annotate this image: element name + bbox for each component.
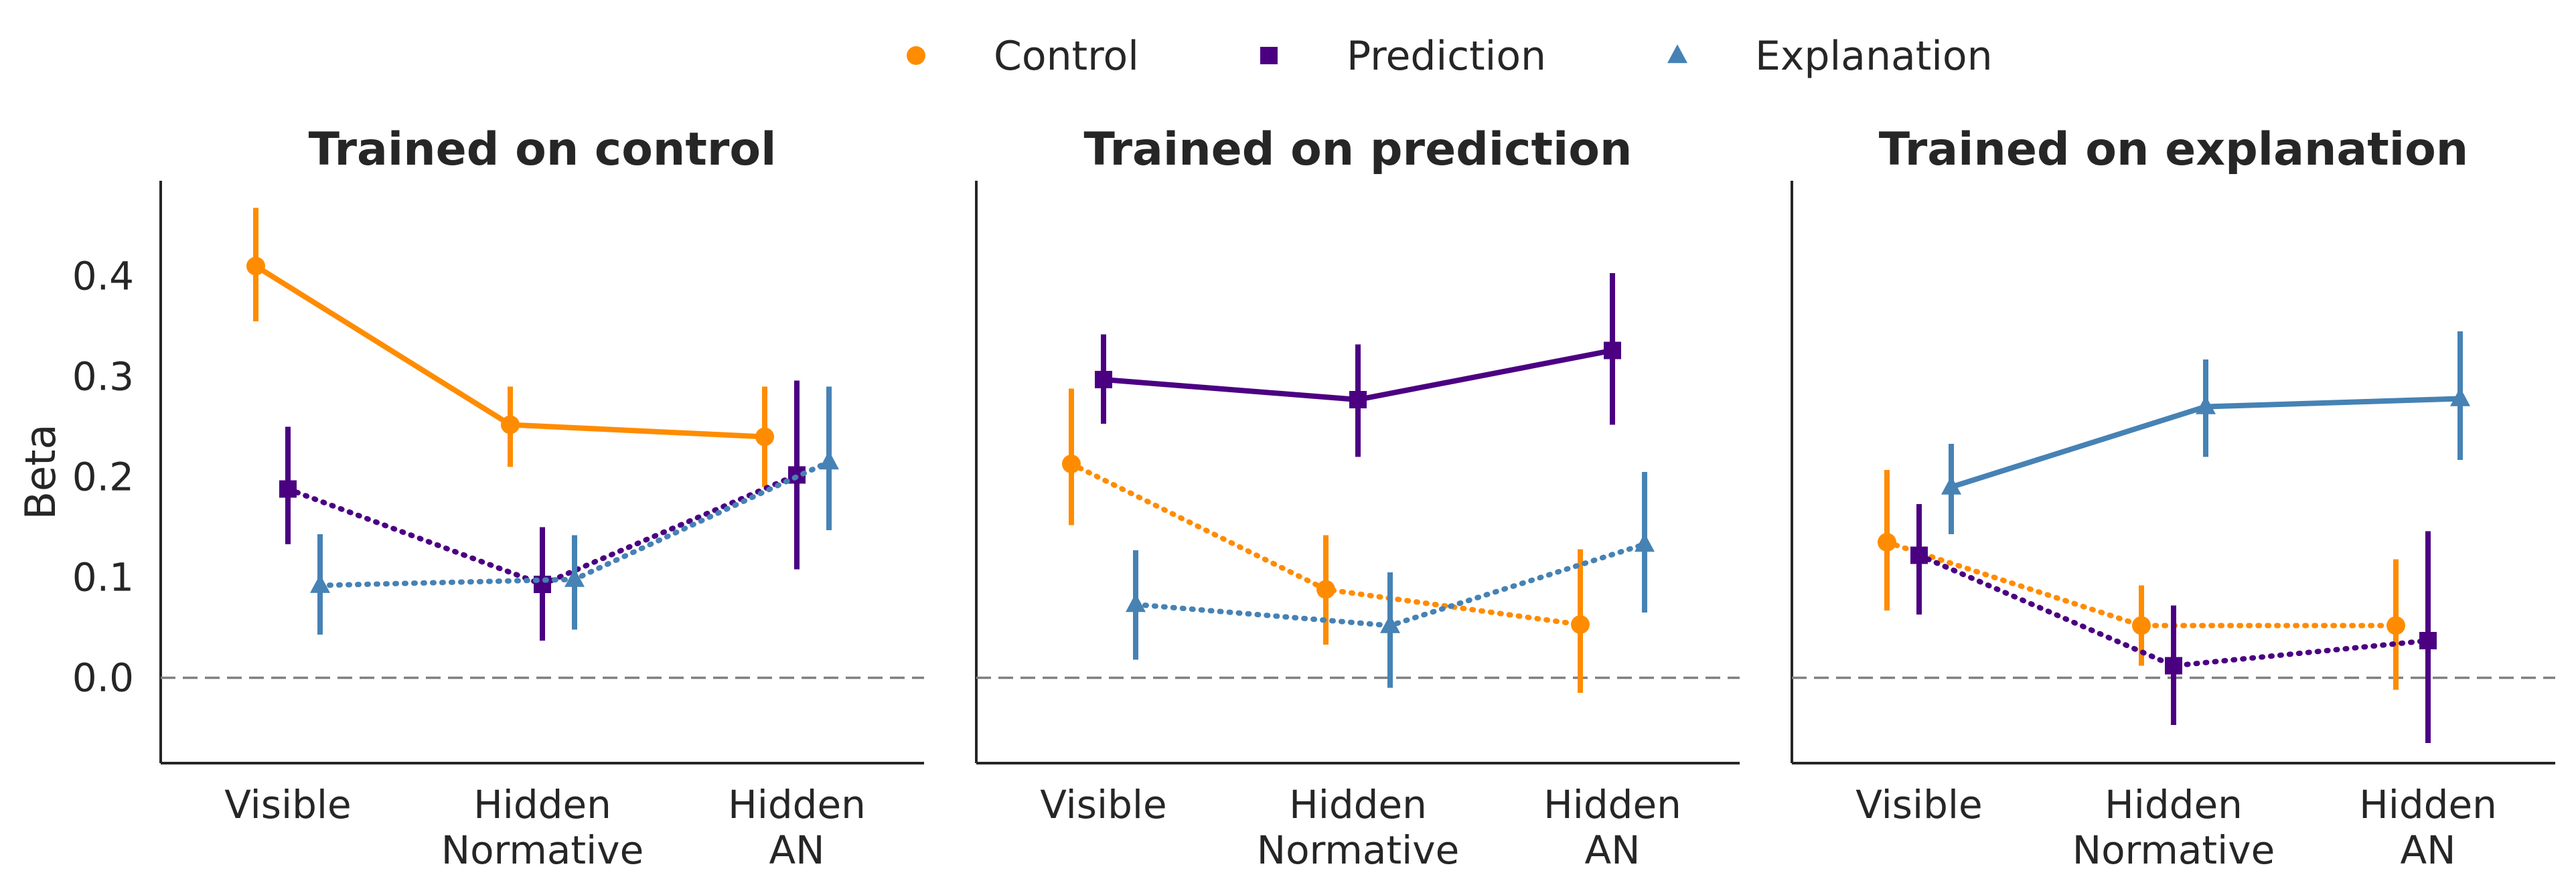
control-point: [755, 427, 774, 447]
x-tick-label: Hidden Normative: [2072, 782, 2275, 873]
y-tick-label: 0.4: [72, 254, 134, 299]
control-point: [1571, 615, 1590, 634]
explanation-point: [564, 568, 585, 587]
legend-label-control: Control: [994, 33, 1139, 80]
series-explanation: [1941, 331, 2470, 534]
series-control: [1062, 388, 1590, 693]
control-point: [501, 415, 520, 434]
series-control: [1878, 470, 2405, 690]
explanation-point: [1380, 614, 1400, 633]
explanation-point: [1126, 593, 1146, 613]
y-tick-label: 0.1: [72, 555, 134, 600]
y-tick-label: 0.2: [72, 455, 134, 500]
explanation-point: [1941, 475, 1961, 495]
prediction-point: [1910, 546, 1928, 564]
y-axis-label: Beta: [16, 424, 65, 520]
x-tick-label: Visible: [1855, 782, 1982, 827]
series-prediction: [279, 380, 806, 641]
panels: Trained on control 0.0 0.1 0.2 0.3 0.4 Visible…: [72, 123, 2555, 873]
panel-trained-on-prediction: Trained on prediction Visible Hidden Normat…: [975, 123, 1740, 873]
prediction-legend-marker: [1260, 47, 1278, 64]
prediction-point: [2165, 657, 2182, 675]
explanation-legend-marker: [1667, 44, 1687, 64]
legend-item-control: Control: [907, 33, 1139, 80]
control-point: [246, 256, 265, 276]
control-point: [2386, 616, 2405, 635]
x-tick-label: Hidden AN: [728, 782, 866, 873]
prediction-line: [1916, 552, 2431, 669]
y-tick-label: 0.0: [72, 655, 134, 701]
control-legend-marker: [907, 46, 925, 65]
prediction-point: [1349, 391, 1367, 408]
control-point: [1316, 580, 1335, 599]
prediction-point: [2419, 632, 2437, 649]
legend-item-explanation: Explanation: [1667, 33, 1993, 80]
explanation-point: [2450, 387, 2470, 406]
x-tick-label: Hidden Normative: [1257, 782, 1460, 873]
explanation-point: [2196, 395, 2216, 414]
x-tick-label: Hidden AN: [1543, 782, 1681, 873]
prediction-point: [1604, 341, 1621, 359]
panel-title: Trained on explanation: [1879, 123, 2468, 176]
legend-label-prediction: Prediction: [1347, 33, 1546, 80]
explanation-point: [1635, 533, 1655, 552]
panel-title: Trained on prediction: [1084, 123, 1633, 176]
legend-item-prediction: Prediction: [1260, 33, 1546, 80]
x-tick-label: Hidden AN: [2359, 782, 2497, 873]
legend: Control Prediction Explanation: [907, 33, 1993, 80]
panel-trained-on-explanation: Trained on explanation Visible Hidden Norma…: [1791, 123, 2555, 873]
control-point: [2132, 616, 2151, 635]
series-explanation: [310, 386, 839, 635]
series-prediction: [1910, 504, 2437, 743]
x-tick-label: Visible: [224, 782, 351, 827]
series-prediction: [1095, 273, 1621, 457]
explanation-point: [310, 574, 330, 593]
x-tick-label: Hidden Normative: [441, 782, 644, 873]
prediction-point: [1095, 371, 1112, 388]
prediction-point: [279, 480, 297, 498]
panel-trained-on-control: Trained on control 0.0 0.1 0.2 0.3 0.4 Visible…: [72, 123, 924, 873]
control-point: [1878, 533, 1896, 552]
series-control: [246, 208, 774, 487]
panel-title: Trained on control: [309, 123, 777, 176]
series-explanation: [1126, 472, 1655, 688]
control-point: [1062, 455, 1081, 473]
x-tick-label: Visible: [1040, 782, 1166, 827]
legend-label-explanation: Explanation: [1755, 33, 1993, 80]
explanation-point: [819, 451, 839, 470]
y-tick-label: 0.3: [72, 354, 134, 400]
